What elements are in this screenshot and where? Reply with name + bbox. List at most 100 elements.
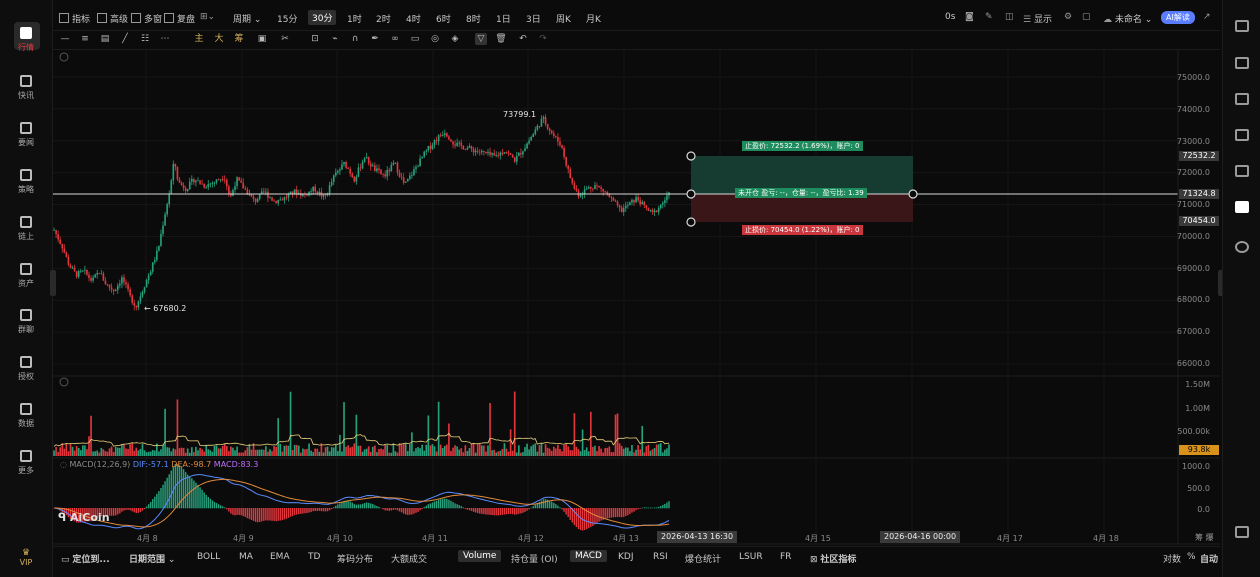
nav-vip[interactable]: ♛ VIP	[0, 548, 52, 567]
right-collapse-handle[interactable]	[1218, 270, 1224, 296]
lock-icon[interactable]: ▭	[410, 34, 420, 44]
sl-handle[interactable]	[686, 217, 696, 227]
redo-icon[interactable]: ↷	[539, 34, 547, 44]
entry-handle[interactable]	[686, 189, 696, 199]
crop-icon[interactable]: ⊡	[311, 34, 319, 44]
interval-3d[interactable]: 3日	[526, 15, 541, 25]
indicator-fr[interactable]: FR	[780, 552, 792, 562]
interval-month[interactable]: 月K	[586, 15, 601, 25]
settings-panel-icon[interactable]	[1235, 526, 1249, 538]
interval-1d[interactable]: 1日	[496, 15, 511, 25]
interval-4h[interactable]: 4时	[406, 15, 421, 25]
camera-icon[interactable]: ◙	[965, 12, 974, 22]
ruler-icon[interactable]: ⌁	[332, 34, 338, 44]
indicator-lsur[interactable]: LSUR	[739, 552, 763, 562]
chart-type-button[interactable]: ⊞⌄	[200, 12, 216, 22]
period-dropdown[interactable]: 周期 ⌄	[233, 15, 262, 25]
community-indicators[interactable]: ⊠ 社区指标	[810, 555, 857, 565]
layers-icon[interactable]: ◈	[451, 34, 459, 44]
nav-more[interactable]: 更多	[0, 450, 52, 476]
calc-icon[interactable]: ▣	[257, 34, 267, 44]
advanced-button[interactable]: 高级	[97, 12, 128, 25]
interval-15m[interactable]: 15分	[277, 15, 298, 25]
layout-icon[interactable]: ▢	[1082, 12, 1091, 22]
indicator-ema[interactable]: EMA	[270, 552, 290, 562]
nav-assets[interactable]: 资产	[0, 263, 52, 289]
multi-window-button[interactable]: 多窗	[131, 12, 162, 25]
nav-headlines[interactable]: 要闻	[0, 122, 52, 148]
settings-icon[interactable]: ⚙	[1064, 12, 1073, 22]
fib-tool-icon[interactable]: ☷	[140, 34, 150, 44]
indicator-td[interactable]: TD	[308, 552, 321, 562]
indicator-chip-distribution[interactable]: 筹码分布	[337, 555, 374, 565]
filter-icon[interactable]: ▽	[475, 33, 487, 45]
more-tools-icon[interactable]: ⋯	[160, 34, 170, 44]
locate-button[interactable]: ▭ 定位到...	[61, 555, 110, 565]
large-order-button[interactable]: 大	[214, 34, 224, 44]
display-button[interactable]: ☰ 显示	[1023, 12, 1052, 25]
main-force-button[interactable]: 主	[194, 34, 204, 44]
chips-corner-label[interactable]: 筹 爆	[1195, 533, 1214, 542]
indicator-open-interest[interactable]: 持仓量 (OI)	[511, 555, 558, 565]
nav-authorize[interactable]: 授权	[0, 356, 52, 382]
ai-analysis-button[interactable]: AI解读	[1161, 11, 1195, 24]
macd-title-row[interactable]: ◌ MACD(12,26,9) DIF:-57.1 DEA:-98.7 MACD…	[60, 460, 258, 469]
chips-button[interactable]: 筹	[234, 34, 244, 44]
interval-2h[interactable]: 2时	[376, 15, 391, 25]
panel-icon[interactable]	[1235, 20, 1249, 32]
brush-tool-icon[interactable]: ╱	[122, 34, 128, 44]
pen-icon[interactable]: ✒	[371, 34, 379, 44]
link-icon[interactable]: ∞	[391, 34, 399, 44]
indicator-large-trades[interactable]: 大额成交	[391, 555, 428, 565]
tp-handle[interactable]	[686, 151, 696, 161]
indicator-rsi[interactable]: RSI	[653, 552, 668, 562]
take-profit-zone[interactable]	[691, 156, 913, 194]
book-icon[interactable]	[1235, 129, 1249, 141]
indicator-boll[interactable]: BOLL	[197, 552, 221, 562]
trash-icon[interactable]: 🗑	[495, 34, 507, 44]
hline-tool-icon[interactable]: ≡	[81, 34, 89, 44]
exchange-icon[interactable]	[1235, 241, 1249, 253]
pencil-icon[interactable]: ✎	[985, 12, 993, 22]
nav-data[interactable]: 数据	[0, 403, 52, 429]
interval-8h[interactable]: 8时	[466, 15, 481, 25]
indicator-macd[interactable]: MACD	[570, 550, 607, 562]
magnet-icon[interactable]: ∩	[351, 34, 359, 44]
stop-loss-zone[interactable]	[691, 194, 913, 222]
trend-icon[interactable]	[1235, 93, 1249, 105]
undo-icon[interactable]: ↶	[519, 34, 527, 44]
comment-icon[interactable]: ◫	[1005, 12, 1014, 22]
entry-right-handle[interactable]	[908, 189, 918, 199]
share-icon[interactable]: ↗	[1203, 12, 1211, 22]
scissors-icon[interactable]: ✂	[281, 34, 289, 44]
log-scale-toggle[interactable]: 对数	[1163, 555, 1182, 565]
left-collapse-handle[interactable]	[50, 270, 56, 296]
interval-1h[interactable]: 1时	[347, 15, 362, 25]
volume-info-icon[interactable]	[59, 377, 69, 387]
indicator-liquidation[interactable]: 爆仓统计	[685, 555, 722, 565]
replay-button[interactable]: 复盘	[164, 12, 195, 25]
indicators-button[interactable]: 指标	[59, 12, 90, 25]
interval-30m[interactable]: 30分	[308, 10, 337, 25]
eye-icon[interactable]: ◎	[431, 34, 439, 44]
list-icon[interactable]	[1235, 57, 1249, 69]
indicator-ma[interactable]: MA	[239, 552, 253, 562]
bot-icon[interactable]	[1235, 201, 1249, 213]
interval-6h[interactable]: 6时	[436, 15, 451, 25]
nav-groupchat[interactable]: 群聊	[0, 309, 52, 335]
template-dropdown[interactable]: ☁ 未命名 ⌄	[1103, 15, 1153, 25]
nav-strategy[interactable]: 策略	[0, 169, 52, 195]
channel-tool-icon[interactable]: ▤	[100, 34, 110, 44]
indicator-volume[interactable]: Volume	[458, 550, 502, 562]
percent-toggle[interactable]: %	[1187, 552, 1196, 562]
indicator-kdj[interactable]: KDJ	[618, 552, 634, 562]
line-tool-icon[interactable]: —	[60, 34, 70, 44]
interval-week[interactable]: 周K	[556, 15, 571, 25]
auto-scale-toggle[interactable]: 自动	[1200, 555, 1219, 565]
nav-market[interactable]: 行情	[0, 27, 52, 53]
card-icon[interactable]	[1235, 165, 1249, 177]
nav-flash-news[interactable]: 快讯	[0, 75, 52, 101]
chart-info-icon[interactable]	[59, 52, 69, 62]
date-range-dropdown[interactable]: 日期范围 ⌄	[129, 555, 176, 565]
